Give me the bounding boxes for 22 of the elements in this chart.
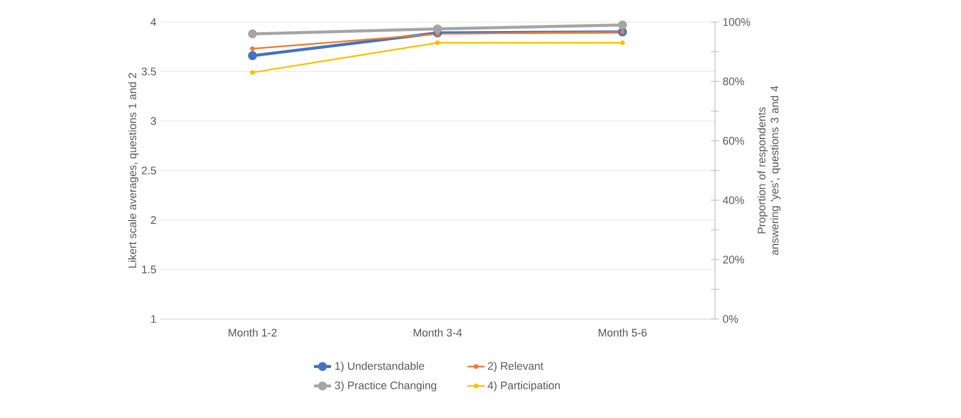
y-tick-label: 1.5	[142, 266, 156, 274]
y-tick-label: 1	[151, 315, 156, 323]
y2-axis-title: Proportion of respondents answering 'yes', questions 3 and 4	[757, 86, 781, 255]
y2-tick-label: 40%	[722, 196, 744, 204]
y-tick-label: 3.5	[142, 68, 156, 76]
y-tick-label: 3	[150, 117, 156, 125]
y2-tick-label: 80%	[723, 78, 744, 86]
y2-tick-label: 60%	[723, 136, 744, 145]
legend-label: 4) Participation	[488, 381, 560, 392]
y2-tick-label: 100%	[723, 18, 750, 26]
y2-tick-label: 20%	[723, 256, 744, 264]
y-axis-title: Likert scale averages, questions 1 and 2	[128, 73, 138, 268]
legend-label: 3) Practice Changing	[334, 381, 436, 392]
legend-label: 1) Understandable	[335, 362, 424, 372]
y2-tick-label: 0%	[722, 315, 738, 323]
y-tick-label: 4	[150, 18, 156, 26]
x-tick-label: Month 5-6	[598, 328, 647, 337]
y-tick-label: 2	[150, 216, 156, 224]
y-tick-label: 2.5	[142, 166, 156, 174]
legend-label: 2) Relevant	[488, 362, 544, 372]
x-tick-label: Month 1-2	[228, 328, 277, 337]
x-tick-label: Month 3-4	[414, 328, 462, 337]
